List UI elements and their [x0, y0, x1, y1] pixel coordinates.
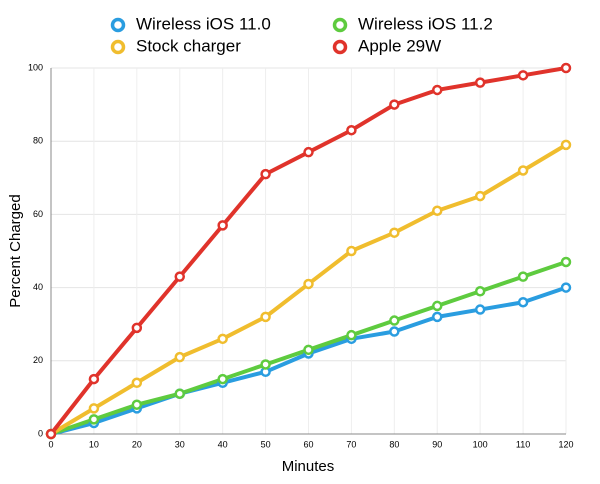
- x-tick-label: 20: [132, 439, 142, 449]
- x-tick-label: 60: [303, 439, 313, 449]
- data-point: [174, 388, 185, 399]
- x-tick-label: 110: [516, 439, 530, 449]
- legend-label: Apple 29W: [358, 36, 441, 55]
- data-point: [88, 373, 100, 385]
- x-tick-label: 40: [218, 439, 228, 449]
- data-point: [346, 124, 357, 136]
- data-point: [474, 304, 486, 315]
- y-tick-label: 0: [38, 428, 43, 438]
- y-tick-label: 20: [33, 355, 43, 365]
- data-point: [217, 220, 228, 231]
- data-point: [474, 286, 486, 297]
- data-point: [432, 205, 443, 216]
- data-point: [517, 70, 529, 81]
- data-point: [432, 311, 443, 323]
- data-point: [260, 168, 271, 180]
- legend-marker: [110, 39, 126, 55]
- legend-label: Stock charger: [136, 36, 241, 55]
- data-point: [217, 333, 228, 345]
- data-point: [389, 99, 400, 110]
- y-axis-label: Percent Charged: [7, 194, 24, 307]
- data-point: [88, 403, 100, 414]
- y-tick-label: 40: [33, 282, 43, 292]
- data-point: [174, 271, 185, 282]
- x-tick-label: 10: [89, 439, 99, 449]
- data-point: [432, 300, 443, 312]
- data-point: [560, 62, 572, 74]
- data-point: [260, 311, 271, 323]
- data-point: [560, 282, 572, 293]
- legend-marker: [110, 17, 126, 33]
- data-point: [131, 399, 143, 410]
- data-point: [474, 190, 486, 202]
- data-point: [389, 227, 400, 238]
- x-tick-label: 30: [175, 439, 185, 449]
- y-tick-label: 100: [28, 62, 43, 72]
- data-point: [346, 245, 357, 257]
- legend-label: Wireless iOS 11.0: [136, 14, 271, 33]
- legend-label: Wireless iOS 11.2: [358, 14, 493, 33]
- data-point: [131, 377, 143, 389]
- data-point: [560, 256, 572, 268]
- data-point: [174, 351, 185, 363]
- legend-marker: [332, 39, 348, 55]
- data-point: [346, 329, 357, 341]
- legend-marker: [332, 17, 348, 33]
- data-point: [303, 344, 314, 356]
- data-point: [217, 373, 228, 385]
- data-point: [260, 359, 271, 370]
- y-tick-label: 60: [33, 209, 43, 219]
- data-point: [131, 322, 143, 334]
- data-point: [303, 278, 314, 290]
- data-point: [303, 146, 314, 158]
- data-point: [432, 84, 443, 96]
- x-tick-label: 50: [261, 439, 271, 449]
- y-tick-label: 80: [33, 136, 43, 146]
- x-tick-label: 90: [432, 439, 442, 449]
- x-tick-label: 70: [346, 439, 356, 449]
- data-point: [560, 139, 572, 151]
- data-point: [389, 326, 400, 337]
- x-tick-label: 0: [48, 439, 53, 449]
- data-point: [45, 428, 57, 440]
- data-point: [517, 296, 529, 308]
- data-point: [389, 315, 400, 326]
- data-point: [88, 414, 100, 425]
- data-point: [517, 165, 529, 176]
- x-tick-label: 120: [558, 439, 573, 449]
- data-point: [517, 271, 529, 282]
- x-tick-label: 80: [389, 439, 399, 449]
- x-axis-label: Minutes: [282, 458, 335, 475]
- data-point: [474, 77, 486, 88]
- x-tick-label: 100: [473, 439, 488, 449]
